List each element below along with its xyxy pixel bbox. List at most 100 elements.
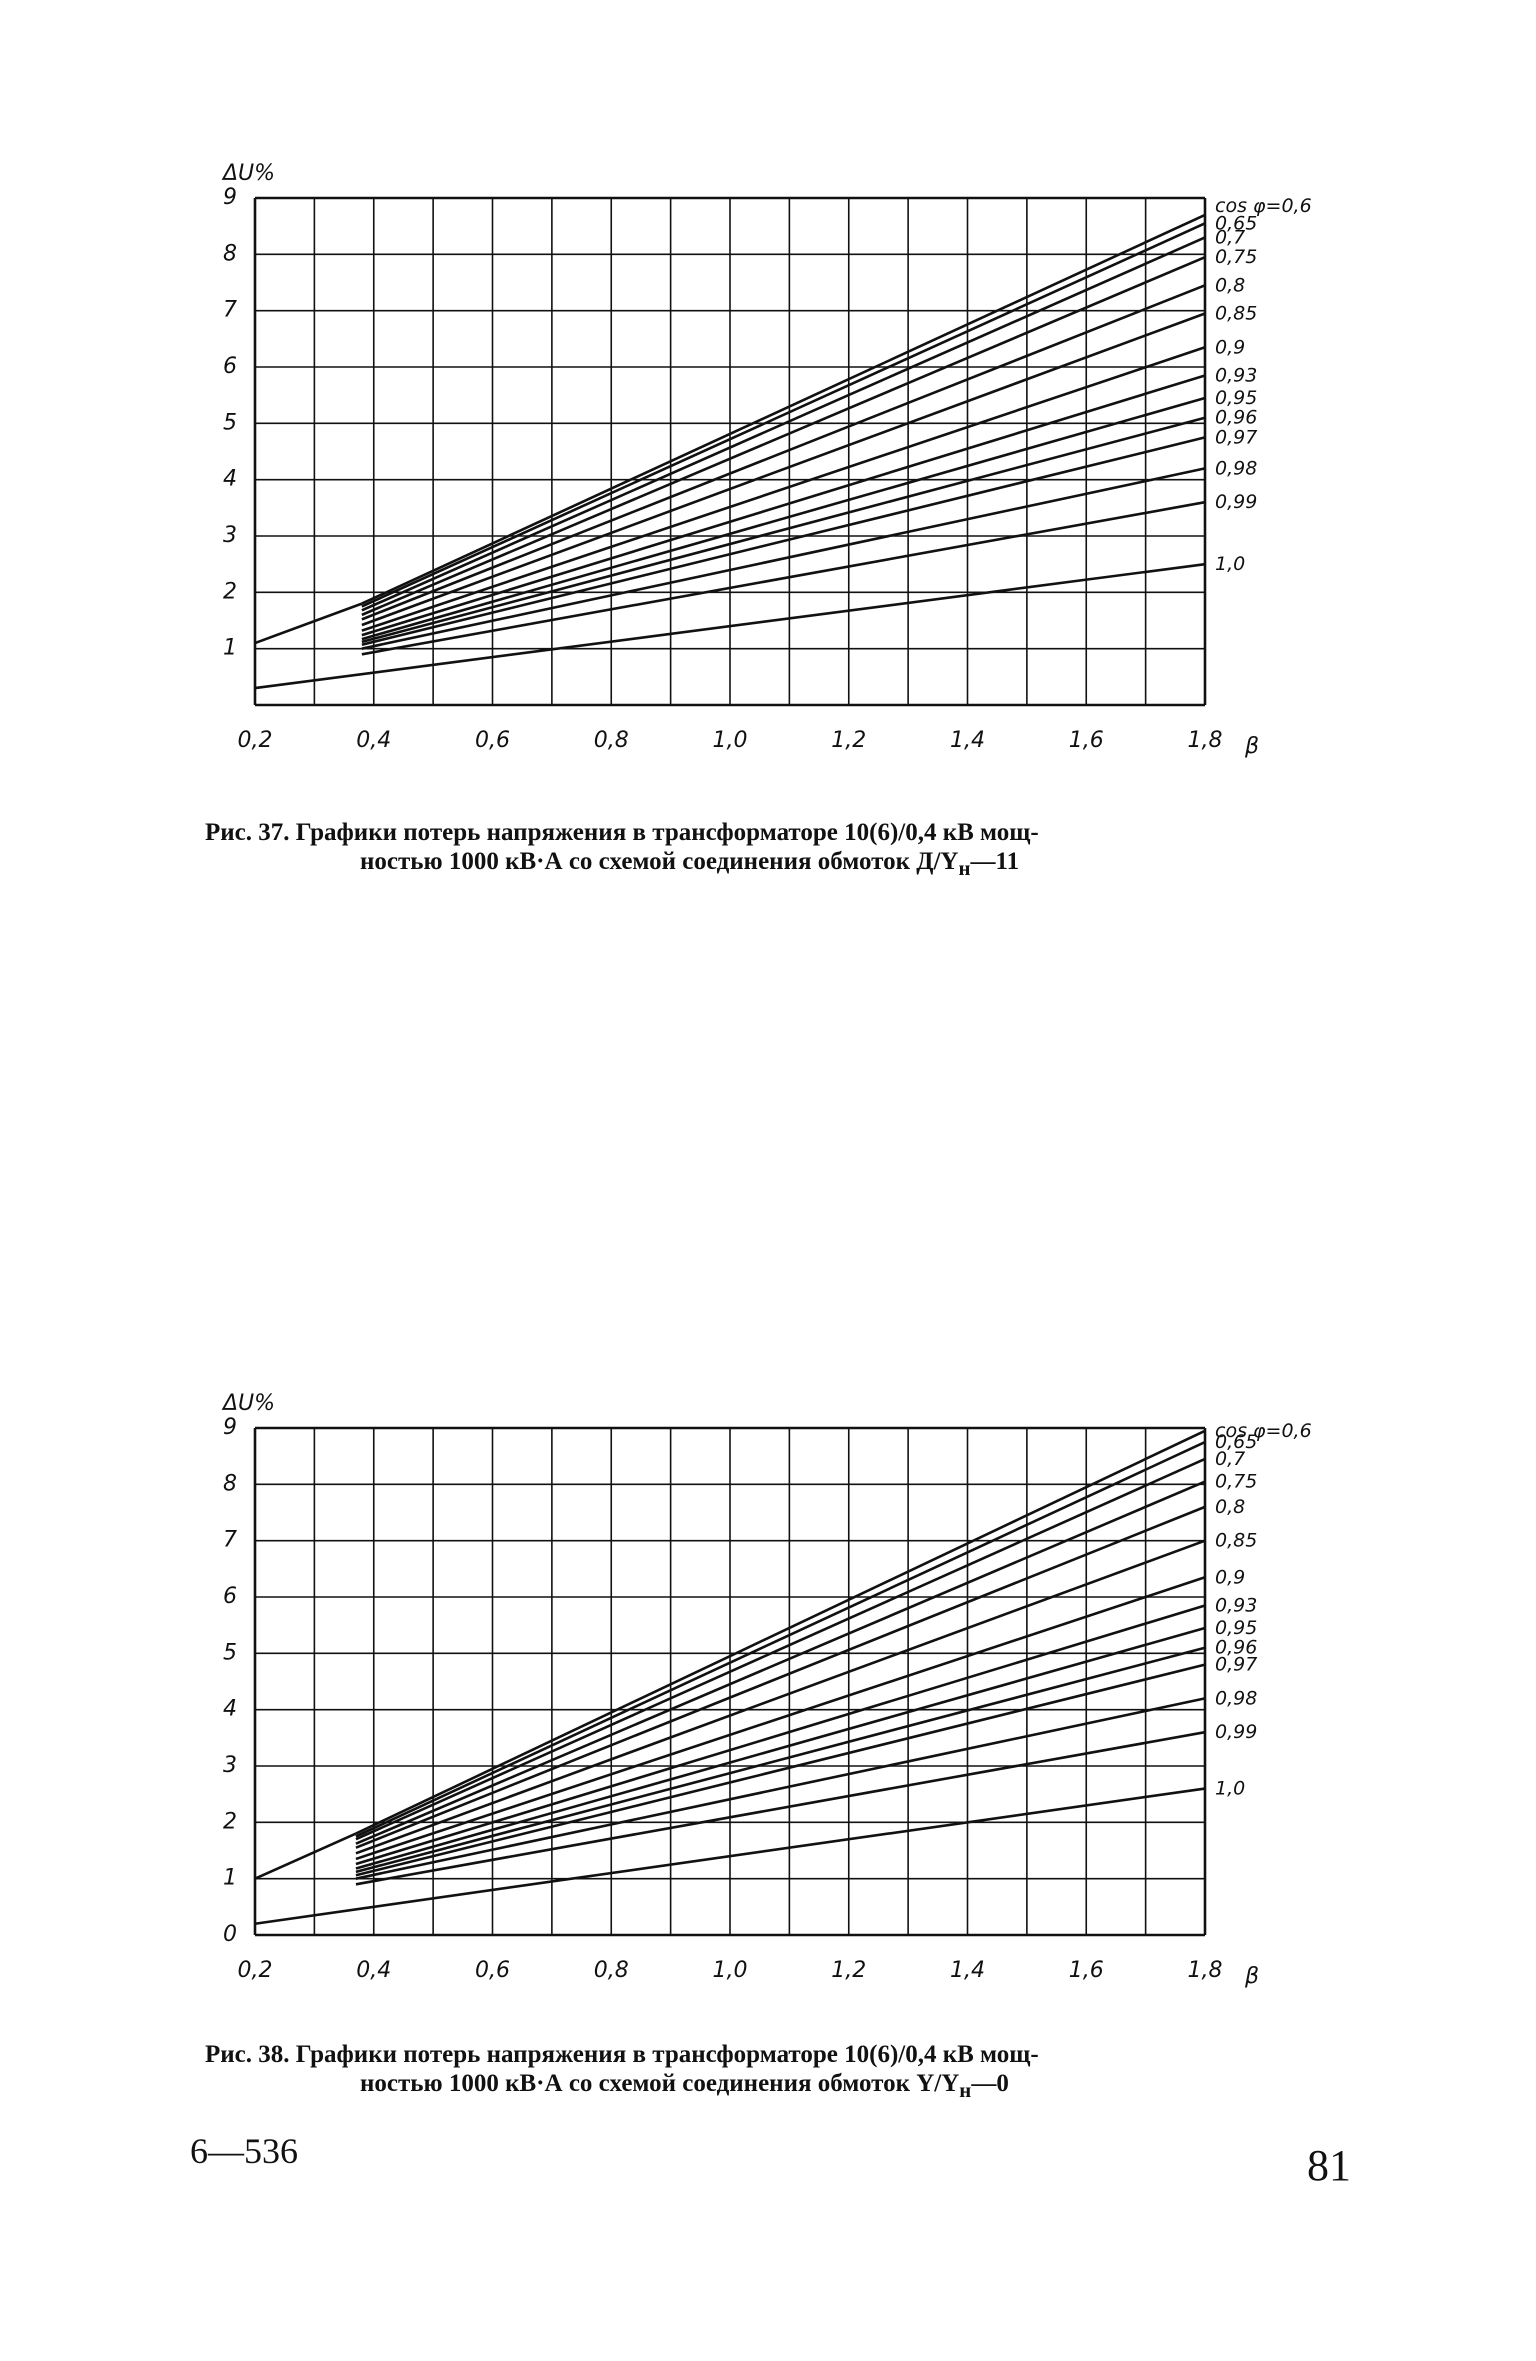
- x-tick-label: 1,8: [1188, 1958, 1223, 1983]
- legend-label: cos φ=0,6: [1215, 195, 1312, 217]
- series-line: [361, 284, 1206, 621]
- x-tick-label: 0,4: [356, 1958, 391, 1983]
- figure-37-caption: Рис. 37. Графики потерь напряжения в тра…: [205, 818, 1365, 883]
- x-tick-label: 0,2: [238, 1958, 273, 1983]
- figure-37-caption-line2-main: ностью 1000 кВ·А со схемой соединения об…: [360, 848, 959, 875]
- legend-label: 0,96: [1215, 407, 1257, 429]
- series-line: [355, 1730, 1206, 1886]
- legend-label: 0,95: [1215, 387, 1257, 409]
- envelope-line: [254, 1832, 357, 1880]
- series-line: [355, 1646, 1206, 1874]
- legend-label: 0,7: [1215, 226, 1245, 248]
- figure-38-caption-tail: —0: [971, 2070, 1009, 2097]
- legend-labels: cos φ=0,60,650,70,750,80,850,90,930,950,…: [1215, 1420, 1312, 1800]
- legend-label: 0,95: [1215, 1617, 1257, 1639]
- series-line: [254, 1787, 1206, 1926]
- series-line: [361, 236, 1206, 612]
- legend-label: 1,0: [1215, 553, 1245, 575]
- x-tick-label: 0,6: [475, 728, 510, 753]
- legend-label: 0,96: [1215, 1637, 1257, 1659]
- y-tick-label: 5: [223, 1640, 237, 1665]
- figure-38-caption-line1: Рис. 38. Графики потерь напряжения в тра…: [205, 2041, 1039, 2068]
- legend-label: 0,98: [1215, 457, 1257, 479]
- x-tick-labels: 0,2 0,4 0,6 0,8 1,0 1,2 1,4 1,6 1,8: [238, 728, 1223, 753]
- y-tick-label: 2: [223, 1809, 237, 1834]
- legend-label: 0,98: [1215, 1687, 1257, 1709]
- y-tick-label: 6: [223, 354, 237, 379]
- x-tick-label: 0,2: [238, 728, 273, 753]
- series-line: [361, 312, 1206, 627]
- series-line: [361, 255, 1206, 617]
- signature-mark: 6—536: [190, 2131, 298, 2171]
- y-tick-label: 3: [223, 1753, 237, 1778]
- legend-label: 0,85: [1215, 1530, 1257, 1552]
- y-tick-label: 2: [223, 579, 237, 604]
- legend-label: 0,97: [1215, 426, 1257, 448]
- x-tick-labels: 0,2 0,4 0,6 0,8 1,0 1,2 1,4 1,6 1,8: [238, 1958, 1223, 1983]
- figure-37-caption-tail: —11: [970, 848, 1020, 875]
- legend-label: 0,7: [1215, 1448, 1245, 1470]
- series-line: [355, 1663, 1206, 1877]
- legend-label: 0,65: [1215, 1431, 1257, 1453]
- series-line: [361, 500, 1206, 656]
- y-tick-label: 9: [223, 185, 237, 210]
- y-tick-label: 6: [223, 1584, 237, 1609]
- x-tick-label: 0,6: [475, 1958, 510, 1983]
- figure-38-caption-line2: ностью 1000 кВ·А со схемой соединения об…: [205, 2069, 1365, 2105]
- figure-38-caption: Рис. 38. Графики потерь напряжения в тра…: [205, 2040, 1365, 2105]
- figure-37-caption-line2: ностью 1000 кВ·А со схемой соединения об…: [205, 847, 1365, 883]
- series-line: [361, 416, 1206, 644]
- y-tick-label: 7: [223, 1528, 237, 1553]
- series-line: [355, 1626, 1206, 1870]
- x-tick-label: 1,2: [831, 728, 866, 753]
- series-line: [355, 1539, 1206, 1855]
- y-tick-label: 0: [223, 1922, 237, 1947]
- series-line: [361, 346, 1206, 632]
- y-tick-label: 5: [223, 410, 237, 435]
- grid: [253, 1426, 1207, 1937]
- legend-label: 0,8: [1215, 274, 1245, 296]
- figure-37-caption-subscript: н: [958, 856, 971, 880]
- x-axis-label: β: [1244, 734, 1259, 759]
- x-axis-label: β: [1244, 1964, 1259, 1989]
- legend-label: 0,93: [1215, 1594, 1257, 1616]
- series-line: [355, 1457, 1206, 1841]
- y-tick-label: 8: [223, 241, 237, 266]
- y-tick-label: 8: [223, 1471, 237, 1496]
- series-line: [361, 222, 1206, 608]
- x-tick-label: 0,8: [594, 1958, 629, 1983]
- figure-38-caption-subscript: н: [959, 2078, 972, 2102]
- legend-label: 0,75: [1215, 246, 1257, 268]
- series-line: [355, 1505, 1206, 1849]
- legend-label: 0,97: [1215, 1654, 1257, 1676]
- legend-labels: cos φ=0,60,650,70,750,80,850,90,930,950,…: [1215, 195, 1312, 575]
- x-tick-label: 1,0: [713, 1958, 748, 1983]
- x-tick-label: 1,6: [1069, 1958, 1104, 1983]
- series-line: [355, 1429, 1206, 1835]
- series-line: [355, 1576, 1206, 1861]
- x-tick-label: 1,4: [950, 728, 985, 753]
- series-line: [361, 467, 1206, 650]
- legend-label: 0,8: [1215, 1496, 1245, 1518]
- legend-label: 0,85: [1215, 302, 1257, 324]
- x-tick-label: 1,2: [831, 1958, 866, 1983]
- y-axis-label: ΔU%: [221, 1391, 275, 1416]
- legend-label: 1,0: [1215, 1778, 1245, 1800]
- x-tick-label: 1,6: [1069, 728, 1104, 753]
- legend-label: cos φ=0,6: [1215, 1420, 1312, 1442]
- figure-38-chart: 0,2 0,4 0,6 0,8 1,0 1,2 1,4 1,6 1,8 β 0 1 2 3 4 5 6 7 8 9ΔU…: [221, 1391, 1312, 1989]
- figure-37-caption-line1: Рис. 37. Графики потерь напряжения в тра…: [205, 819, 1039, 846]
- series-line: [361, 213, 1206, 605]
- series-line: [355, 1440, 1206, 1838]
- legend-label: 0,99: [1215, 491, 1257, 513]
- y-axis-label: ΔU%: [221, 161, 275, 186]
- y-tick-labels: 1 2 3 4 5 6 7 8 9: [223, 185, 237, 661]
- y-tick-label: 9: [223, 1415, 237, 1440]
- page-number: 81: [1307, 2141, 1351, 2190]
- y-tick-label: 1: [223, 636, 237, 661]
- x-tick-label: 0,8: [594, 728, 629, 753]
- y-tick-label: 3: [223, 523, 237, 548]
- y-tick-label: 7: [223, 298, 237, 323]
- legend-label: 0,99: [1215, 1721, 1257, 1743]
- series-line: [355, 1480, 1206, 1845]
